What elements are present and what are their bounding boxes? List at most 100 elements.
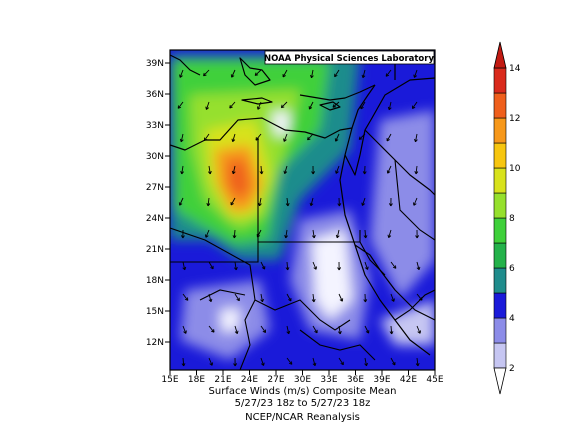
- wind-arrow: [231, 165, 236, 175]
- wind-arrow: [283, 133, 288, 142]
- wind-arrow: [230, 69, 236, 78]
- colorbar-min-arrow: [493, 367, 507, 395]
- wind-arrow: [285, 197, 290, 207]
- lat-tick-label: 15N: [146, 307, 164, 317]
- wind-arrow: [207, 165, 212, 175]
- lat-tick-label: 33N: [146, 121, 164, 131]
- wind-arrow: [205, 229, 210, 238]
- wind-arrow: [233, 357, 238, 367]
- wind-arrow: [387, 101, 392, 111]
- wind-arrow: [332, 101, 340, 108]
- wind-arrow: [388, 197, 393, 207]
- wind-arrow: [203, 133, 210, 141]
- colorbar-segment: [493, 67, 507, 94]
- colorbar-segment: [493, 217, 507, 244]
- wind-arrow: [234, 325, 239, 334]
- low-wind-area-east: [370, 110, 435, 300]
- colorbar-tick-label: 14: [509, 64, 521, 74]
- longitude-axis: 15E 18E 21E 24E 27E 30E 33E 36E 39E 42E 45E: [161, 370, 444, 385]
- colorbar: 2 4 6 8 10 12 14: [493, 41, 521, 395]
- wind-arrow: [229, 101, 236, 109]
- wind-arrow: [180, 165, 185, 175]
- wind-arrow: [337, 261, 342, 271]
- credit-label: NOAA Physical Sciences Laboratory: [264, 50, 434, 65]
- wind-arrow: [257, 101, 262, 110]
- wind-arrow: [361, 197, 366, 206]
- wind-arrow: [286, 357, 293, 365]
- wind-arrow: [256, 229, 262, 238]
- colorbar-segment: [493, 192, 507, 219]
- wind-arrow: [415, 357, 420, 367]
- lat-tick-label: 24N: [146, 214, 164, 224]
- wind-arrow: [230, 197, 236, 206]
- lat-tick-label: 21N: [146, 245, 164, 255]
- lon-tick-label: 15E: [161, 375, 178, 385]
- wind-arrow: [232, 229, 237, 239]
- colorbar-segment: [493, 92, 507, 119]
- wind-arrow: [364, 325, 370, 334]
- wind-arrow: [387, 229, 392, 238]
- wind-arrow: [414, 133, 418, 143]
- wind-arrow: [260, 325, 267, 333]
- colorbar-segment: [493, 317, 507, 344]
- wind-arrow: [258, 197, 262, 207]
- wind-arrow: [208, 293, 213, 303]
- wind-arrow: [286, 293, 292, 302]
- wind-arrow: [413, 69, 418, 78]
- wind-arrow: [234, 293, 240, 302]
- wind-arrow: [335, 229, 340, 239]
- lat-tick-label: 30N: [146, 152, 164, 162]
- wind-arrow: [335, 165, 340, 174]
- wind-arrow: [390, 293, 395, 302]
- wind-arrow: [312, 357, 317, 367]
- wind-arrow: [414, 165, 419, 175]
- wind-arrow: [364, 357, 368, 367]
- wind-arrow: [389, 325, 394, 335]
- wind-arrow: [208, 357, 213, 366]
- wind-arrow: [361, 69, 366, 79]
- lat-tick-label: 18N: [146, 276, 164, 286]
- lon-tick-label: 30E: [294, 375, 311, 385]
- wind-arrow: [386, 133, 392, 142]
- caption-source: NCEP/NCAR Reanalysis: [245, 412, 360, 423]
- wind-arrow: [233, 261, 238, 271]
- wind-arrow: [364, 261, 369, 270]
- wind-arrow: [309, 197, 314, 207]
- wind-arrow: [179, 133, 184, 143]
- wind-arrow: [182, 325, 187, 334]
- wind-arrow: [260, 293, 264, 303]
- wind-arrow: [390, 261, 397, 269]
- colorbar-segment: [493, 342, 507, 369]
- colorbar-tick-label: 6: [509, 264, 515, 274]
- latitude-axis: 39N 36N 33N 30N 27N 24N 21N 18N 15N 12N: [146, 59, 170, 348]
- wind-arrow: [181, 357, 186, 367]
- wind-arrow: [308, 101, 314, 110]
- wind-arrow: [259, 165, 264, 175]
- wind-arrow: [206, 197, 211, 207]
- colorbar-segment: [493, 117, 507, 144]
- lon-tick-label: 42E: [400, 375, 417, 385]
- colorbar-tick-label: 10: [509, 164, 521, 174]
- credit-text: NOAA Physical Sciences Laboratory: [264, 54, 434, 64]
- colorbar-max-arrow: [493, 41, 507, 69]
- caption-title: Surface Winds (m/s) Composite Mean: [208, 386, 397, 397]
- wind-arrow: [307, 133, 314, 141]
- wind-arrow: [416, 261, 421, 271]
- calm-area-south: [220, 308, 240, 332]
- wind-arrow: [310, 69, 314, 79]
- wind-arrow: [415, 229, 420, 239]
- wind-arrow: [311, 229, 316, 239]
- lon-tick-label: 18E: [188, 375, 205, 385]
- wind-arrow: [311, 293, 316, 303]
- wind-arrow: [413, 197, 418, 206]
- lon-tick-label: 36E: [347, 375, 364, 385]
- wind-arrow: [360, 101, 366, 110]
- wind-arrow: [363, 229, 368, 239]
- wind-arrow: [362, 165, 367, 175]
- lat-tick-label: 36N: [146, 90, 164, 100]
- wind-arrow: [255, 133, 262, 141]
- wind-arrow: [312, 261, 317, 270]
- wind-arrow: [358, 133, 366, 140]
- wind-vectors: [177, 69, 423, 367]
